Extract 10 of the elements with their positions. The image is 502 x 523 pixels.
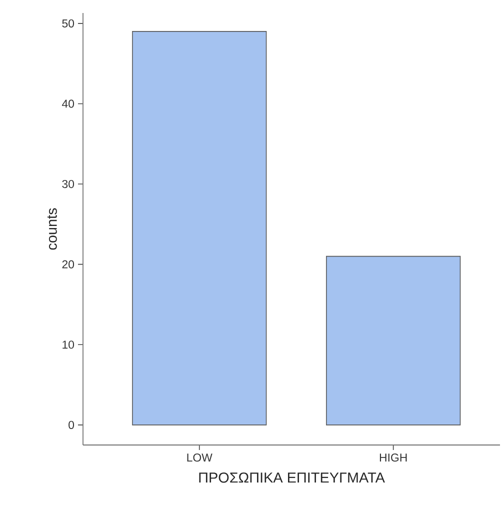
y-tick-label: 50 [62,19,74,28]
y-tick-label: 30 [62,180,74,188]
x-tick-label: LOW [187,454,212,462]
x-tick-label: HIGH [380,454,407,462]
y-axis-title: counts [47,208,57,250]
x-axis-title: ΠΡΟΣΩΠΙΚΑ ΕΠΙΤΕΥΓΜΑΤΑ [199,472,385,483]
y-tick-label: 20 [62,260,74,268]
y-tick-label: 40 [62,100,74,108]
y-tick-label: 0 [68,420,74,429]
y-tick-label: 10 [62,340,74,349]
